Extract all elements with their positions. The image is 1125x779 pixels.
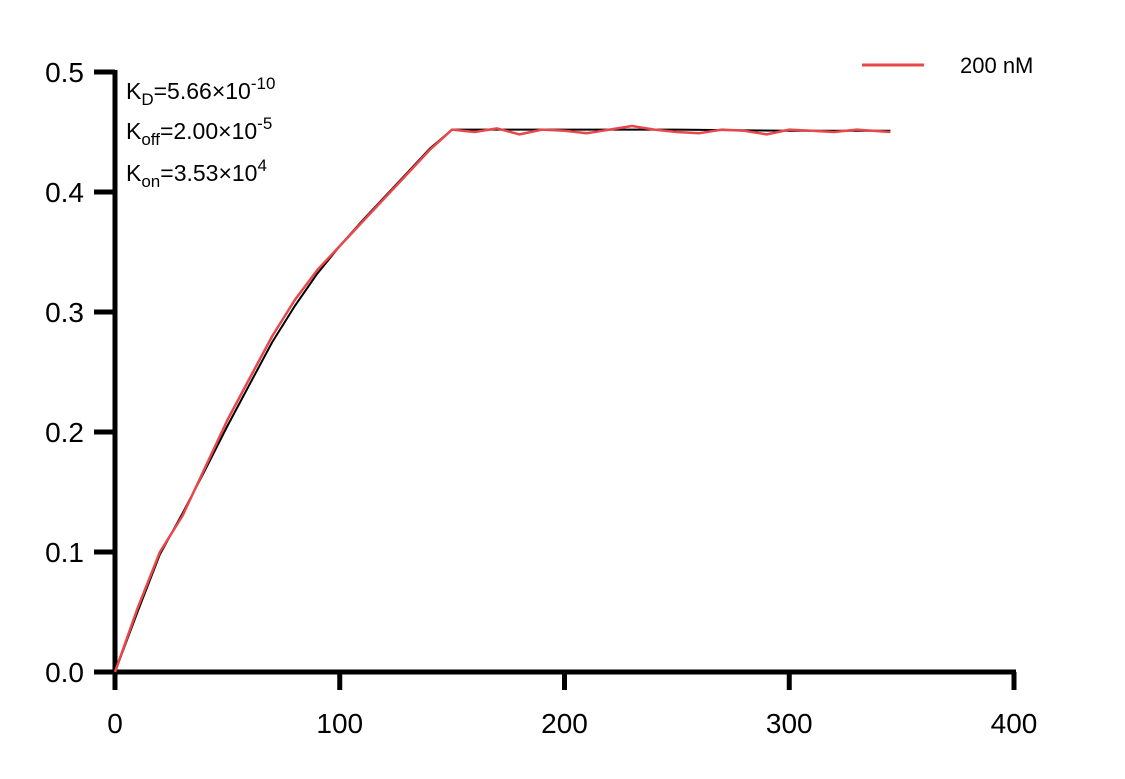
legend-label-200nm: 200 nM bbox=[960, 53, 1033, 78]
x-tick-label-0: 0 bbox=[107, 708, 123, 739]
series-layer bbox=[113, 124, 891, 673]
y-tick-label-4: 0.4 bbox=[45, 177, 84, 208]
series-line-fit bbox=[114, 128, 891, 673]
y-tick-label-5: 0.5 bbox=[45, 57, 84, 88]
y-tick-label-3: 0.3 bbox=[45, 297, 84, 328]
series-line-200nm bbox=[113, 124, 891, 673]
x-tick-label-3: 300 bbox=[766, 708, 813, 739]
x-tick-label-4: 400 bbox=[991, 708, 1038, 739]
axis-tick-labels: 0 100 200 300 400 0.0 0.1 0.2 0.3 0.4 0.5 bbox=[45, 57, 1037, 739]
y-tick-label-1: 0.1 bbox=[45, 537, 84, 568]
kinetic-constants-annotation: KD=5.66×10-10 Koff=2.00×10-5 Kon=3.53×10… bbox=[126, 74, 275, 191]
axis-ticks bbox=[94, 69, 1017, 690]
annotation-koff: Koff=2.00×10-5 bbox=[126, 114, 272, 149]
x-tick-label-2: 200 bbox=[541, 708, 588, 739]
annotation-kon: Kon=3.53×104 bbox=[126, 156, 267, 191]
y-tick-label-2: 0.2 bbox=[45, 417, 84, 448]
x-tick-label-1: 100 bbox=[316, 708, 363, 739]
legend: 200 nM bbox=[862, 53, 1033, 78]
y-tick-label-0: 0.0 bbox=[45, 657, 84, 688]
annotation-kd: KD=5.66×10-10 bbox=[126, 74, 275, 109]
